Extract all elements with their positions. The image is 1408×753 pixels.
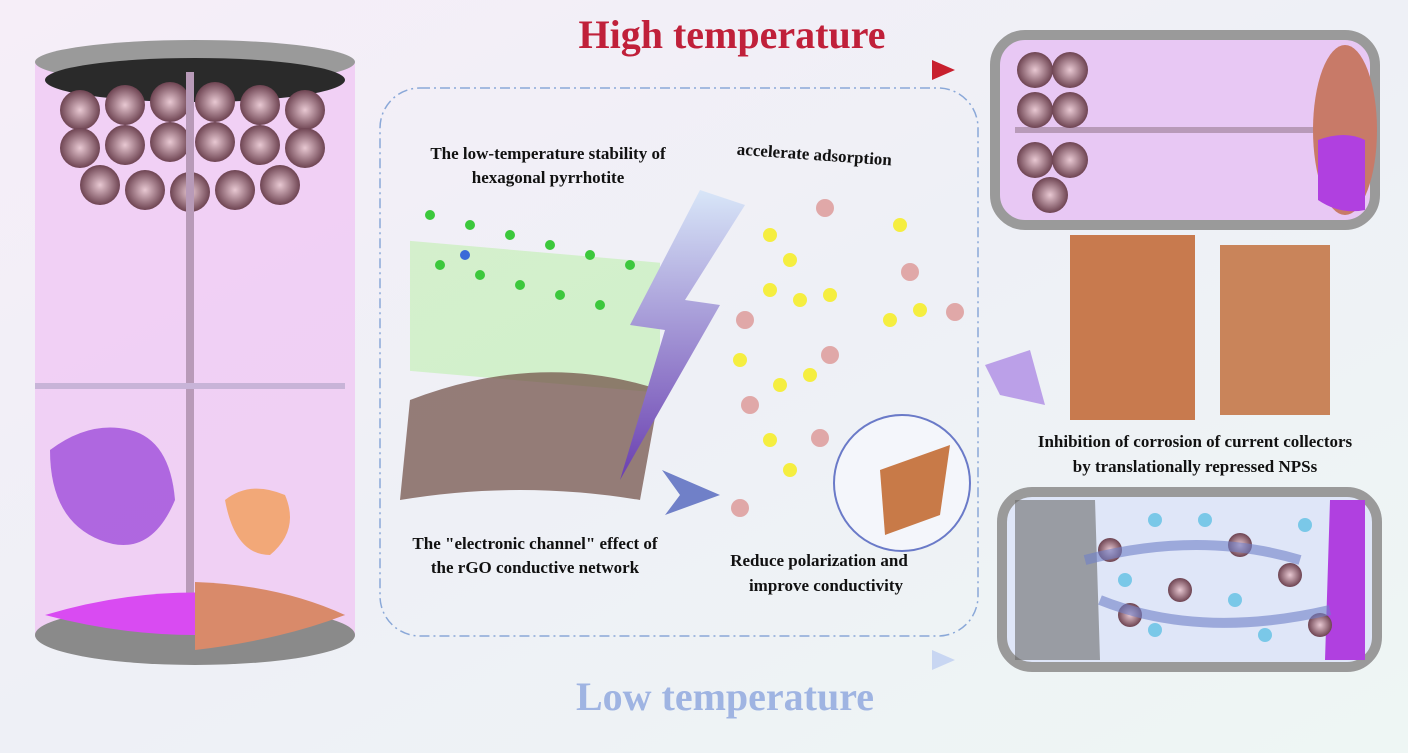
label: Reduce polarization and	[730, 551, 908, 570]
label: Inhibition of corrosion of current colle…	[1038, 432, 1353, 451]
crystal	[410, 210, 660, 393]
label: The "electronic channel" effect of	[412, 534, 657, 553]
arrow-small	[662, 470, 720, 515]
title-low: Low temperature	[576, 674, 874, 719]
collector-intact	[1220, 245, 1330, 415]
label: the rGO conductive network	[431, 558, 640, 577]
label: by translationally repressed NPSs	[1073, 457, 1318, 476]
polysulfides	[731, 199, 964, 517]
lightning	[620, 190, 745, 480]
center-panel	[379, 87, 979, 637]
left-cell	[35, 40, 355, 665]
label: hexagonal pyrrhotite	[472, 168, 625, 187]
inset-collector	[880, 445, 950, 535]
label: The low-temperature stability of	[430, 144, 666, 163]
collector-corroded	[1070, 235, 1195, 420]
label: improve conductivity	[749, 576, 904, 595]
arrow-head	[932, 650, 955, 670]
right-top-cell	[990, 30, 1380, 230]
title-high: High temperature	[579, 12, 886, 57]
rgo-sheet	[400, 372, 660, 500]
right-bottom-cell	[997, 487, 1382, 672]
arrow-fan	[985, 350, 1045, 405]
arrow-head	[932, 60, 955, 80]
